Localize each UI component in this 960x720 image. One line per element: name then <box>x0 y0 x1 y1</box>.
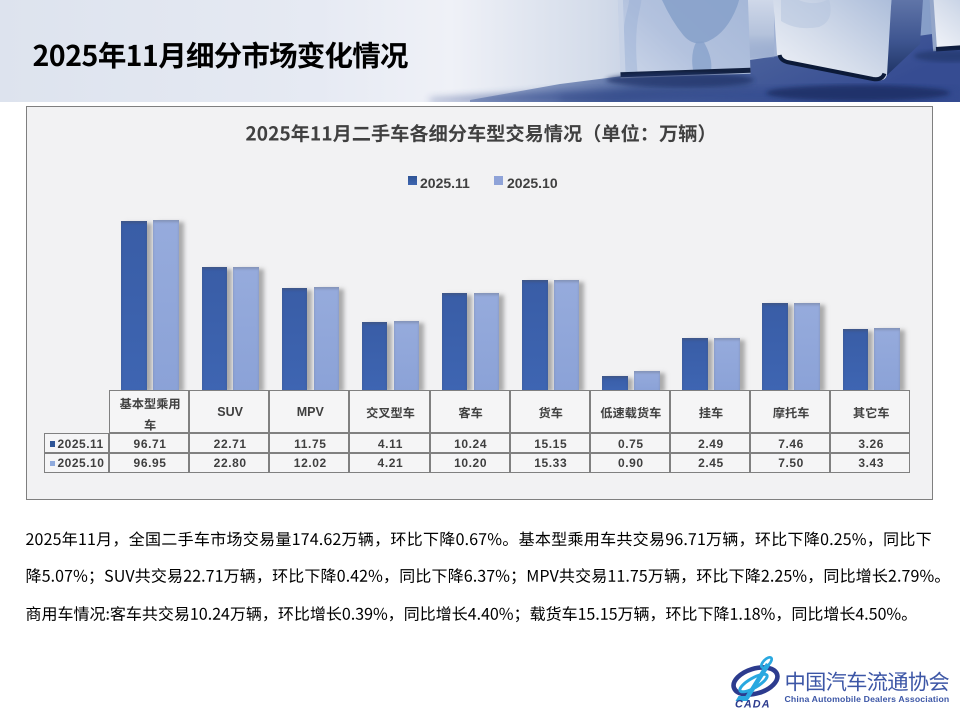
svg-text:CADA: CADA <box>735 699 771 711</box>
